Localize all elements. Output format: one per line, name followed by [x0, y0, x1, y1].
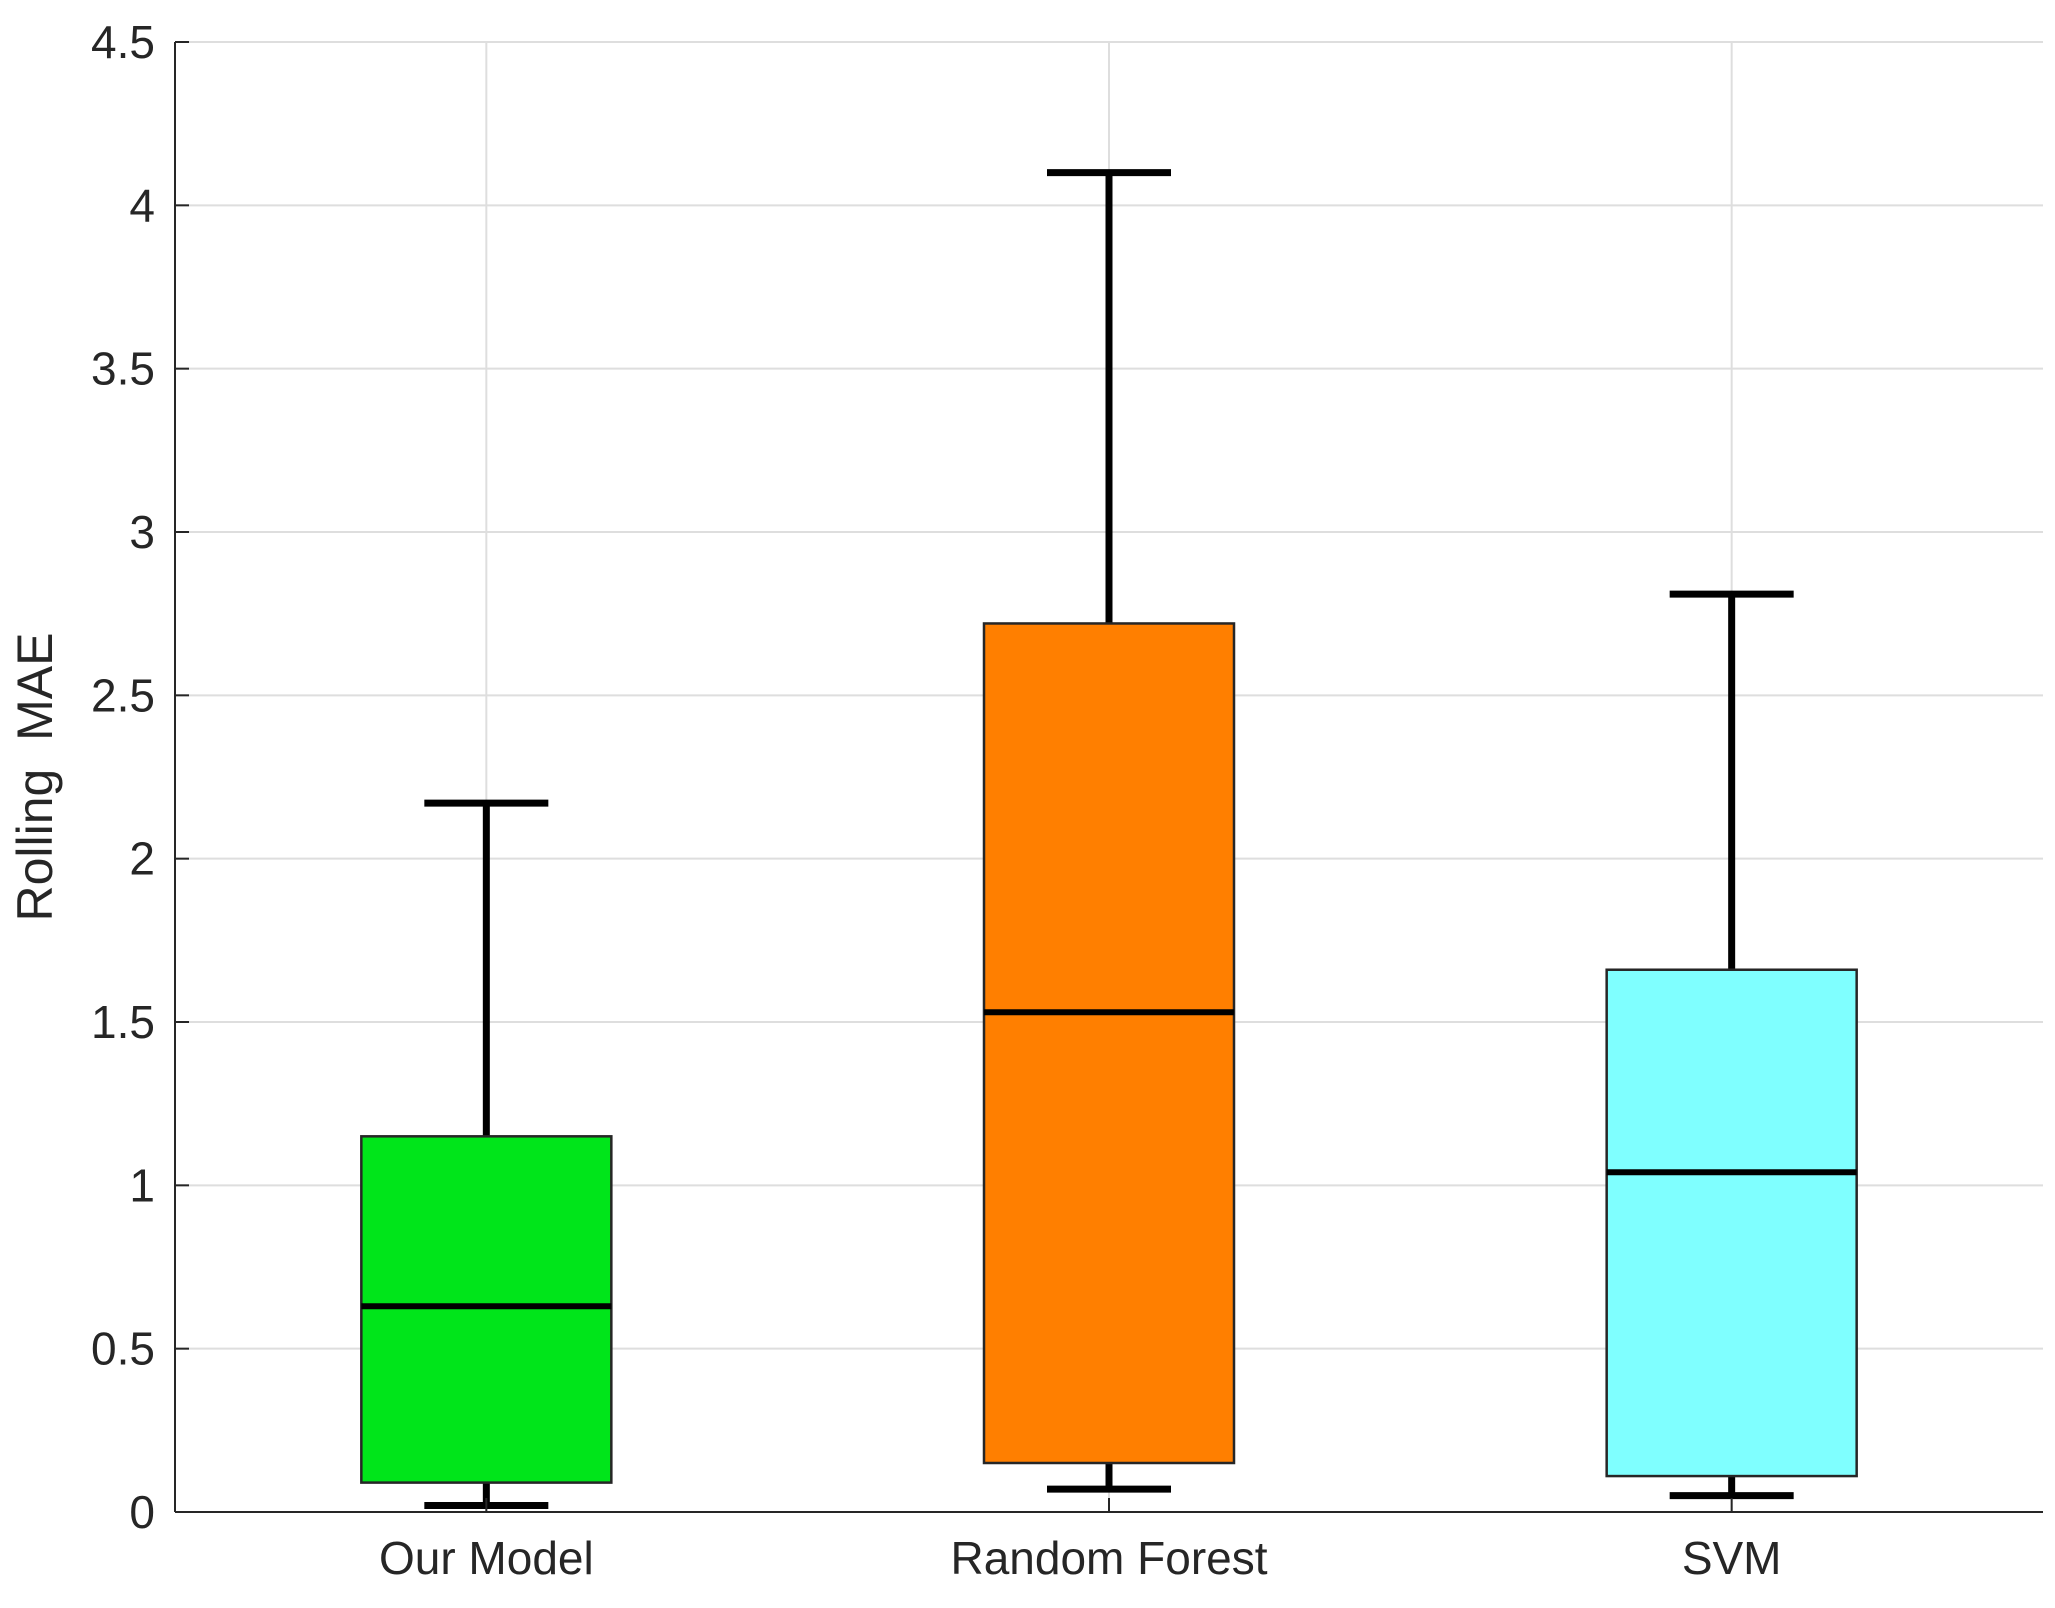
y-tick-label: 0.5	[91, 1323, 155, 1375]
iqr-box	[982, 622, 1236, 1465]
iqr-box	[1605, 968, 1858, 1478]
x-tick-label: Random Forest	[950, 1532, 1267, 1584]
y-tick-label: 3.5	[91, 343, 155, 395]
box-group	[360, 799, 613, 1509]
tick-labels: 0 0.5 1 1.5 2 2.5 3 3.5 4 4.5 Our Model Random Fore…	[91, 16, 1781, 1584]
box-group	[1605, 590, 1858, 1500]
y-tick-label: 1	[129, 1159, 155, 1211]
x-tick-label: SVM	[1682, 1532, 1782, 1584]
y-tick-label: 0	[129, 1486, 155, 1538]
boxes	[360, 169, 1858, 1509]
y-tick-label: 2	[129, 833, 155, 885]
y-axis-title: Rolling MAE	[7, 633, 63, 922]
box-group	[982, 169, 1236, 1493]
x-tick-label: Our Model	[379, 1532, 594, 1584]
iqr-box	[360, 1135, 613, 1484]
y-tick-label: 4	[129, 179, 155, 231]
y-tick-label: 2.5	[91, 669, 155, 721]
y-tick-label: 1.5	[91, 996, 155, 1048]
y-tick-label: 4.5	[91, 16, 155, 68]
y-tick-label: 3	[129, 506, 155, 558]
